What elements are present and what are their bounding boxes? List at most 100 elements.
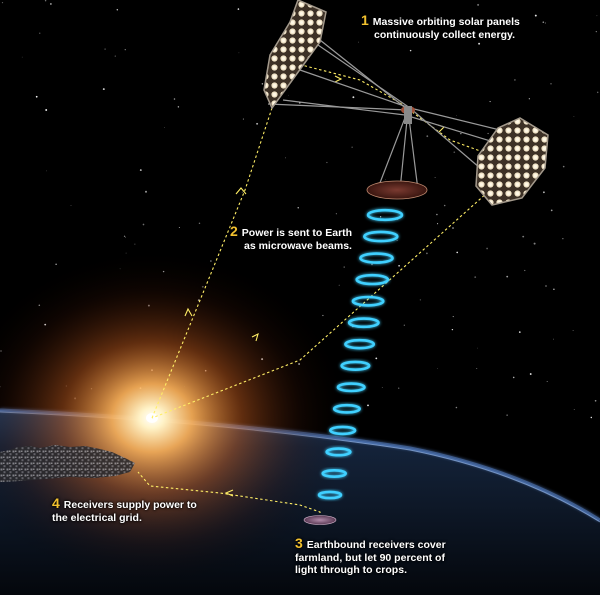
microwave-beam-ring: [351, 295, 385, 307]
step-text-line: farmland, but let 90 percent of: [295, 551, 445, 564]
star: [512, 376, 515, 379]
star: [486, 247, 488, 250]
star: [352, 96, 355, 99]
microwave-beam-ring: [362, 230, 399, 243]
step-number: 1: [361, 12, 369, 28]
step-text-line: the electrical grid.: [52, 511, 142, 524]
microwave-beam-icon: [317, 208, 404, 500]
star: [596, 91, 599, 94]
star: [418, 21, 420, 24]
star: [371, 263, 373, 266]
star: [572, 330, 574, 331]
star: [534, 14, 537, 17]
star: [545, 285, 547, 287]
step-text-line: light through to crops.: [295, 564, 407, 576]
step-text-line: as microwave beams.: [244, 239, 352, 252]
star: [452, 316, 454, 318]
solar-panel-icon: [475, 117, 549, 206]
satellite-transmitter-icon: [366, 180, 428, 200]
star: [476, 368, 478, 369]
star: [528, 98, 530, 100]
microwave-beam-ring: [344, 338, 376, 350]
star: [426, 135, 429, 138]
star: [288, 94, 289, 96]
star: [426, 252, 428, 255]
star: [562, 165, 565, 168]
star: [50, 3, 52, 5]
star: [543, 191, 545, 194]
star: [375, 357, 378, 360]
star: [436, 213, 438, 216]
microwave-beam-ring: [332, 403, 362, 414]
star: [70, 205, 72, 206]
star: [285, 157, 286, 159]
star: [351, 146, 353, 148]
star: [434, 177, 436, 179]
star: [367, 404, 369, 407]
star: [116, 9, 119, 11]
star: [506, 414, 508, 416]
star: [452, 227, 454, 229]
star: [596, 15, 598, 17]
star: [237, 8, 240, 10]
star: [474, 276, 477, 278]
star: [385, 179, 387, 180]
star: [419, 299, 422, 301]
star: [358, 41, 359, 43]
star: [594, 399, 597, 402]
star: [403, 324, 405, 326]
star: [45, 109, 48, 111]
step-2-label: 2 Power is sent to Earth as microwave bea…: [230, 223, 353, 252]
step-number: 3: [295, 535, 303, 551]
microwave-beam-ring: [317, 490, 343, 500]
step-number: 2: [230, 223, 238, 239]
star: [297, 207, 299, 209]
star: [124, 49, 126, 51]
star: [35, 95, 38, 98]
star: [261, 83, 264, 85]
star: [477, 347, 478, 349]
star-field: [0, 0, 599, 419]
star: [437, 368, 438, 370]
step-3-label: 3 Earthbound receivers cover farmland, bu…: [295, 535, 446, 577]
star: [1, 2, 4, 4]
star: [177, 106, 180, 108]
star: [550, 83, 552, 85]
star: [573, 115, 575, 117]
star: [595, 31, 597, 33]
star: [39, 32, 41, 34]
step-text-line: Power is sent to Earth: [241, 227, 353, 239]
star: [241, 191, 243, 193]
star: [456, 251, 459, 254]
step-1-label: 1 Massive orbiting solar panels continuou…: [361, 12, 520, 41]
star: [522, 235, 525, 238]
star: [297, 233, 300, 235]
star: [396, 239, 398, 241]
microwave-beam-ring: [347, 317, 380, 329]
star: [518, 331, 521, 333]
star: [238, 52, 240, 54]
step-text-line: Receivers supply power to: [63, 499, 197, 511]
microwave-beam-ring: [340, 360, 371, 371]
step-text-line: Earthbound receivers cover: [306, 539, 446, 551]
star: [529, 373, 532, 375]
star: [489, 101, 491, 103]
star: [102, 88, 105, 91]
star: [343, 266, 345, 268]
star: [514, 79, 516, 81]
star: [451, 328, 454, 331]
star: [460, 133, 462, 135]
star: [550, 209, 553, 212]
solar-panel-icon: [263, 0, 327, 110]
star: [478, 42, 481, 45]
star: [281, 234, 283, 236]
earth-receiver-icon: [303, 515, 337, 525]
star: [562, 238, 564, 240]
star: [487, 132, 489, 135]
star: [573, 408, 575, 411]
star: [544, 22, 546, 24]
star: [104, 48, 106, 50]
microwave-beam-ring: [325, 447, 352, 457]
